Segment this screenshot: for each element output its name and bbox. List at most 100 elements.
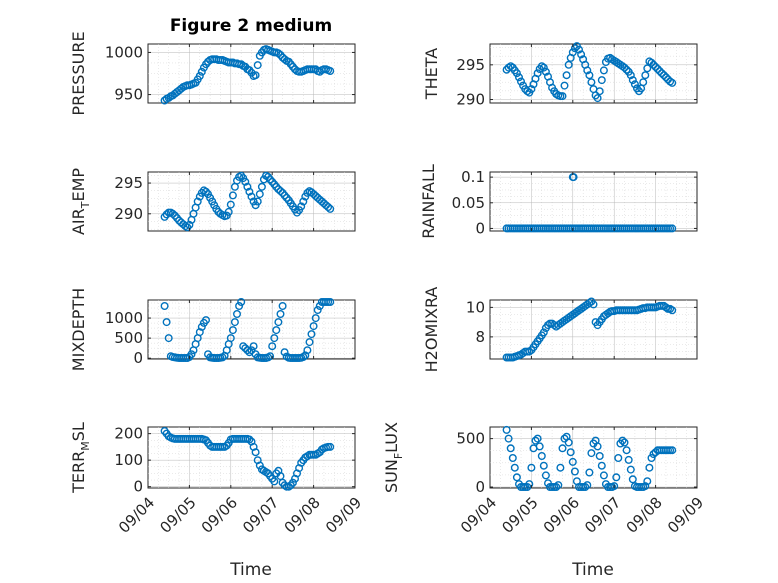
data-point: [270, 334, 279, 343]
data-point: [587, 449, 596, 458]
tick-layer: 950 1000: [105, 43, 356, 104]
y-axis-label: RAINFALL: [419, 164, 438, 239]
data-point: [535, 442, 544, 451]
data-point: [668, 306, 677, 315]
data-point: [653, 64, 662, 73]
y-axis-label: SUNFLUX: [382, 422, 405, 493]
data-point: [276, 187, 285, 196]
data-point: [585, 468, 594, 477]
data-point: [595, 452, 604, 461]
data-point: [168, 209, 177, 218]
y-axis-label: TERRMSL: [69, 422, 92, 494]
data-point: [324, 202, 333, 211]
data-point: [668, 78, 677, 87]
data-point: [651, 62, 660, 71]
data-point: [583, 66, 592, 75]
data-point: [593, 442, 602, 451]
data-point: [570, 467, 579, 476]
panel-theta: 290 295 THETA: [422, 42, 698, 109]
ylabel-tail: SL: [69, 422, 88, 441]
data-point: [502, 425, 511, 434]
data-point: [643, 477, 652, 486]
tick-layer: 290 295: [114, 172, 356, 231]
y-tick-label: 0: [475, 478, 485, 496]
data-point: [558, 92, 567, 101]
data-point: [618, 436, 627, 445]
data-point: [313, 306, 322, 315]
data-point: [230, 318, 239, 327]
data-point: [326, 442, 335, 451]
y-tick-label: 500: [456, 430, 485, 448]
panel-mixdepth: 0 500 1000 MIXDEPTH: [69, 288, 356, 371]
data-point: [649, 60, 658, 69]
y-tick-label: 0.1: [461, 168, 485, 186]
y-axis-label: THETA: [422, 48, 441, 100]
data-point: [556, 463, 565, 472]
data-point: [247, 346, 256, 355]
data-point: [639, 78, 648, 87]
data-point: [299, 197, 308, 206]
data-point: [201, 316, 210, 325]
data-point: [630, 80, 639, 89]
data-point: [570, 44, 579, 53]
data-point: [541, 67, 550, 76]
data-point: [266, 175, 275, 184]
data-point: [533, 69, 542, 78]
data-point: [226, 334, 235, 343]
data-point: [593, 94, 602, 103]
y-axis-label: AIRTEMP: [69, 168, 92, 235]
data-point: [280, 191, 289, 200]
ylabel-tail: EMP: [69, 168, 88, 202]
data-point: [251, 448, 260, 457]
y-tick-label: 295: [456, 56, 485, 74]
data-point: [245, 435, 254, 444]
tick-layer: 8 10: [466, 298, 698, 359]
data-point: [517, 77, 526, 86]
data-point: [266, 352, 275, 361]
data-point: [649, 450, 658, 459]
data-point: [628, 76, 637, 85]
data-point: [641, 482, 650, 491]
y-tick-label: 500: [114, 329, 143, 347]
data-point: [274, 318, 283, 327]
data-point: [226, 200, 235, 209]
marker-layer: [502, 425, 677, 492]
y-tick-label: 100: [114, 451, 143, 469]
data-point: [326, 298, 335, 307]
data-point: [566, 448, 575, 457]
data-point: [193, 197, 202, 206]
data-point: [552, 483, 561, 492]
ylabel-sub: T: [79, 201, 92, 209]
marker-layer: [160, 171, 335, 232]
panel-rainfall: 0 0.05 0.1 RAINFALL: [419, 164, 698, 239]
y-tick-label: 290: [114, 205, 143, 223]
data-point: [577, 50, 586, 59]
marker-layer: [160, 427, 335, 491]
data-point: [527, 463, 536, 472]
data-point: [624, 455, 633, 464]
data-point: [274, 49, 283, 58]
data-point: [589, 300, 598, 309]
panel-air-temp: 290 295 AIRTEMP: [69, 168, 356, 235]
data-point: [560, 434, 569, 443]
data-point: [597, 76, 606, 85]
data-point: [626, 465, 635, 474]
data-point: [255, 461, 264, 470]
data-point: [568, 457, 577, 466]
data-point: [641, 71, 650, 80]
data-point: [162, 318, 171, 327]
data-point: [622, 65, 631, 74]
axes-frame: [147, 171, 356, 232]
data-point: [297, 202, 306, 211]
data-point: [599, 66, 608, 75]
y-tick-label: 0: [133, 349, 143, 367]
tick-layer: 290 295: [456, 44, 698, 109]
data-point: [583, 481, 592, 490]
data-point: [645, 463, 654, 472]
data-point: [243, 346, 252, 355]
panel-pressure: 950 1000 Figure 2 medium PRESSURE: [69, 16, 356, 116]
data-point: [508, 454, 517, 463]
axes-frame: [489, 171, 698, 232]
y-axis-label: MIXDEPTH: [69, 288, 88, 371]
